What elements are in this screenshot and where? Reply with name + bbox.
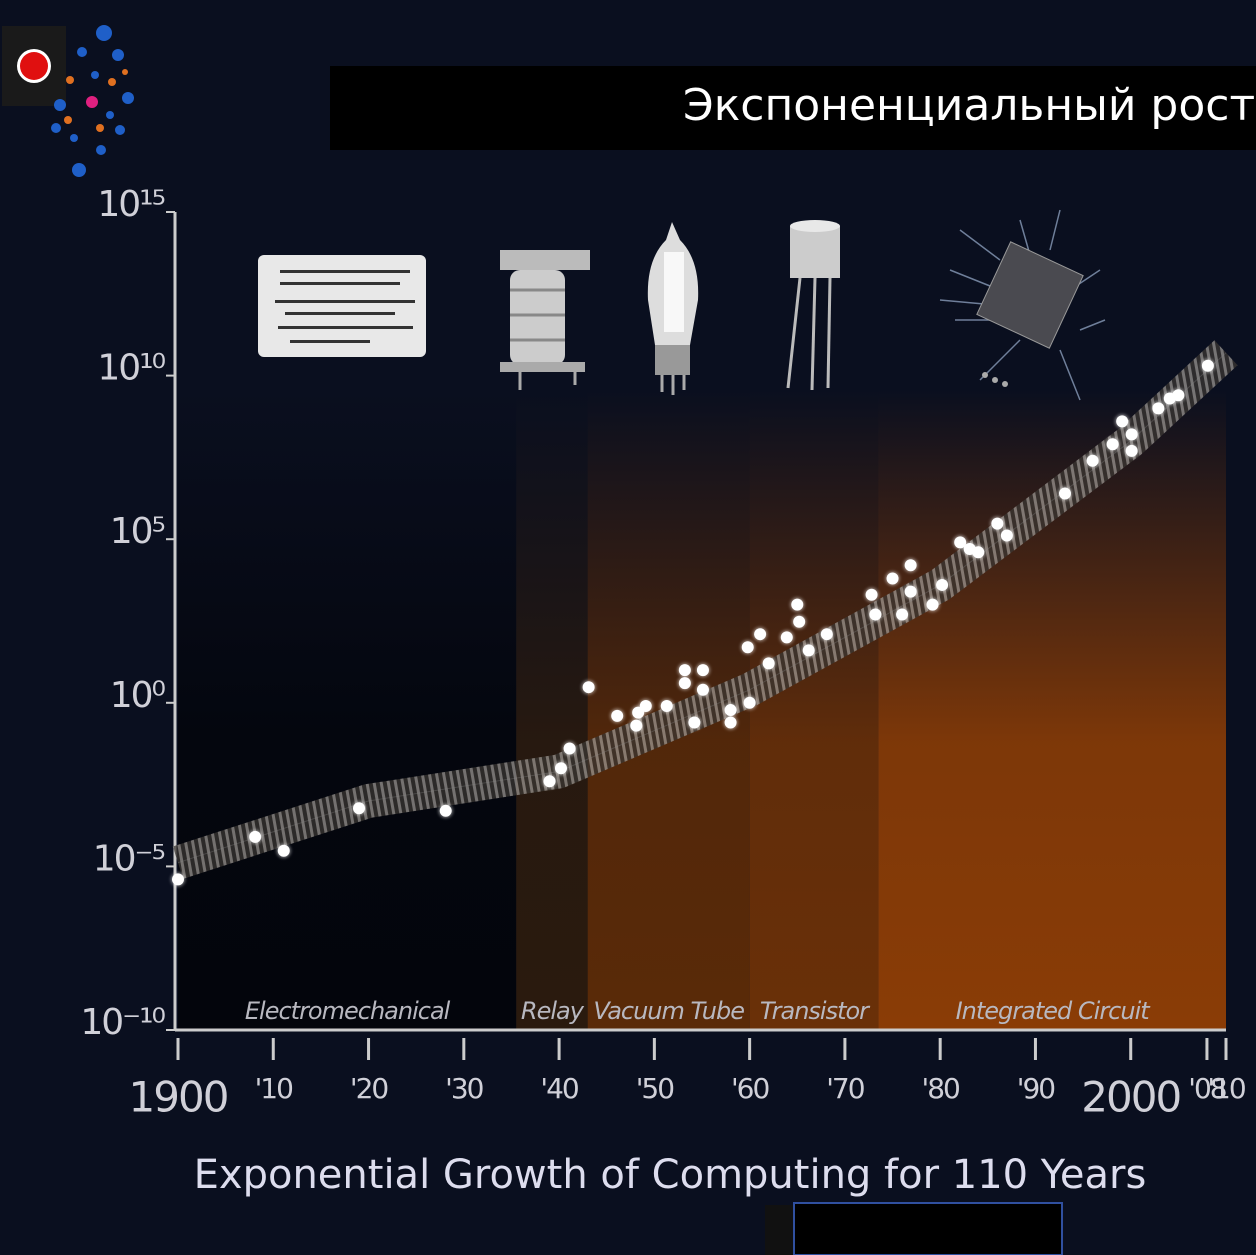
chart-title: Exponential Growth of Computing for 110 … [194, 1152, 1147, 1198]
data-point [353, 802, 365, 814]
x-tick-label: 2000 [1081, 1073, 1180, 1122]
data-point [1172, 389, 1184, 401]
x-tick-label: '90 [1017, 1072, 1055, 1105]
data-point [887, 572, 899, 584]
data-point [630, 720, 642, 732]
era-band [750, 390, 879, 1030]
data-point [781, 631, 793, 643]
x-tick-label: '50 [636, 1072, 674, 1105]
x-tick-label: '20 [350, 1072, 388, 1105]
data-point [927, 599, 939, 611]
data-point [1087, 455, 1099, 467]
data-point [697, 684, 709, 696]
data-point [821, 628, 833, 640]
page-title: Экспоненциальный рост [683, 80, 1255, 131]
x-tick-label: '30 [445, 1072, 483, 1105]
x-tick-label: '60 [731, 1072, 769, 1105]
data-point [725, 716, 737, 728]
data-point [640, 700, 652, 712]
data-point [803, 644, 815, 656]
y-tick-label: 10⁰ [110, 675, 166, 716]
y-tick-label: 10⁵ [110, 511, 165, 552]
data-point [744, 697, 756, 709]
data-point [172, 873, 184, 885]
era-label: Vacuum Tube [593, 997, 744, 1025]
y-tick-label: 10¹⁵ [97, 184, 164, 225]
data-point [583, 681, 595, 693]
screen: Экспоненциальный рост Electromechanical R… [0, 0, 1256, 1255]
data-point [972, 546, 984, 558]
data-point [555, 762, 567, 774]
data-point [278, 845, 290, 857]
data-point [611, 710, 623, 722]
x-tick-label: '10 [1207, 1072, 1245, 1105]
data-point [564, 743, 576, 755]
data-point [1116, 415, 1128, 427]
data-point [742, 641, 754, 653]
era-label: Integrated Circuit [956, 997, 1152, 1025]
y-tick-label: 10¹⁰ [97, 348, 165, 389]
data-point [679, 664, 691, 676]
x-tick-label: '10 [255, 1072, 293, 1105]
data-point [905, 559, 917, 571]
x-tick-label: '80 [922, 1072, 960, 1105]
overlay-box [794, 1203, 1062, 1255]
data-point [791, 599, 803, 611]
data-point [793, 616, 805, 628]
data-point [936, 579, 948, 591]
x-tick-label: 1900 [129, 1073, 228, 1122]
data-point [440, 805, 452, 817]
data-point [991, 518, 1003, 530]
data-point [763, 657, 775, 669]
data-point [679, 677, 691, 689]
data-point [1107, 438, 1119, 450]
x-tick-label: '40 [540, 1072, 578, 1105]
x-tick-label: '70 [826, 1072, 864, 1105]
era-label: Relay [521, 997, 585, 1025]
data-point [544, 775, 556, 787]
data-point [1001, 529, 1013, 541]
data-point [905, 586, 917, 598]
data-point [661, 700, 673, 712]
era-label: Transistor [760, 997, 871, 1025]
data-point [688, 716, 700, 728]
y-tick-label: 10⁻⁵ [93, 838, 165, 879]
data-point [1126, 445, 1138, 457]
data-point [1202, 360, 1214, 372]
data-point [1152, 402, 1164, 414]
data-point [1059, 487, 1071, 499]
data-point [1126, 428, 1138, 440]
era-band [178, 390, 516, 1030]
page: Экспоненциальный рост Electromechanical R… [0, 0, 1256, 1255]
data-point [725, 704, 737, 716]
data-point [697, 664, 709, 676]
punch-card [258, 255, 426, 357]
data-point [869, 608, 881, 620]
data-point [249, 831, 261, 843]
data-point [754, 628, 766, 640]
data-point [866, 589, 878, 601]
y-tick-label: 10⁻¹⁰ [80, 1002, 165, 1043]
era-label: Electromechanical [245, 997, 451, 1025]
era-band [516, 390, 587, 1030]
data-point [896, 608, 908, 620]
